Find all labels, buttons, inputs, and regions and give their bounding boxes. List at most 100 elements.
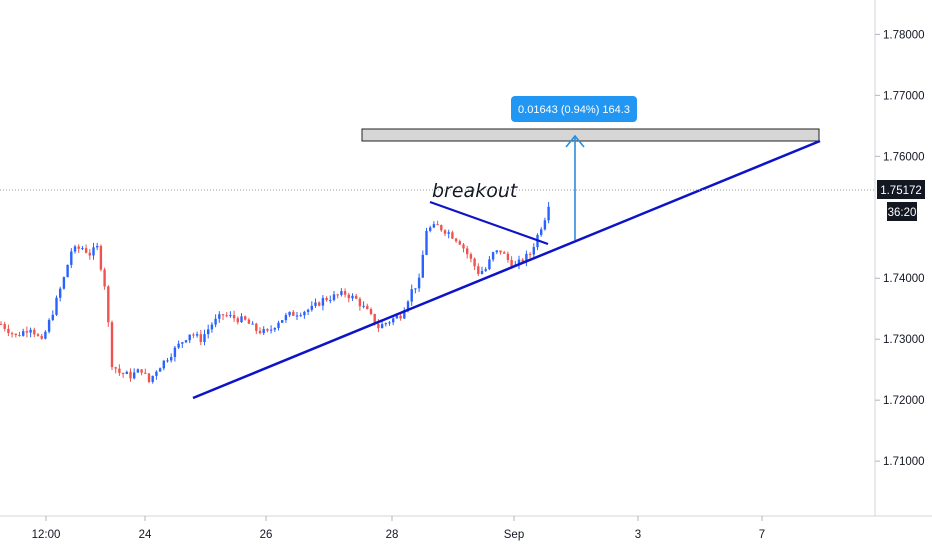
candle-body <box>521 259 524 262</box>
candle-body <box>121 373 125 375</box>
last-price-tag[interactable]: 1.75172 36:20 <box>877 180 925 221</box>
candles <box>0 202 550 384</box>
candle-body <box>110 322 114 368</box>
candle-body <box>421 254 424 278</box>
candle-body <box>258 330 262 334</box>
candle-body <box>358 298 362 307</box>
x-tick-label: 26 <box>260 529 273 541</box>
candle-body <box>318 302 321 306</box>
candle-body <box>214 318 217 325</box>
candle-body <box>306 309 310 312</box>
y-tick-label: 1.78000 <box>883 29 925 41</box>
last-price-value: 1.75172 <box>880 185 922 197</box>
resistance-zone[interactable] <box>361 128 820 142</box>
candle-body <box>347 294 350 299</box>
candle-body <box>99 245 103 270</box>
candle-body <box>218 314 221 319</box>
candle-body <box>25 331 29 333</box>
candle-body <box>380 324 384 329</box>
candle-body <box>129 371 132 379</box>
y-tick-label: 1.71000 <box>883 456 925 468</box>
candle-body <box>262 329 265 334</box>
candle-body <box>73 246 77 252</box>
candle-body <box>462 244 465 249</box>
candle-body <box>525 253 528 262</box>
candle-body <box>107 286 110 323</box>
candle-body <box>188 334 191 341</box>
candle-body <box>355 295 358 299</box>
flag-upper-trendline[interactable] <box>429 200 549 246</box>
candle-body <box>503 252 506 254</box>
candle-body <box>207 329 210 335</box>
candle-body <box>343 291 347 295</box>
candle-body <box>499 250 502 253</box>
measure-label[interactable]: 0.01643 (0.94%) 164.3 <box>511 96 637 122</box>
x-tick-label: 7 <box>759 529 765 541</box>
candle-body <box>114 367 117 369</box>
candle-body <box>225 315 228 317</box>
candle-body <box>377 323 380 329</box>
candle-body <box>147 373 151 382</box>
candle-body <box>351 295 354 299</box>
candle-body <box>362 305 365 307</box>
candle-body <box>395 315 399 319</box>
measure-arrow-head <box>565 134 585 148</box>
candle-body <box>299 315 302 317</box>
candle-body <box>236 318 239 323</box>
candle-body <box>373 314 376 324</box>
candle-body <box>292 311 295 316</box>
y-tick-label: 1.72000 <box>883 395 925 407</box>
candle-body <box>366 305 369 310</box>
y-axis-ticks[interactable]: 1.78000 1.77000 1.76000 1.74000 1.73000 1.720… <box>875 29 925 468</box>
candle-body <box>199 334 202 342</box>
candle-body <box>399 315 402 319</box>
candle-body <box>240 316 243 323</box>
measure-label-text: 0.01643 (0.94%) 164.3 <box>518 104 630 116</box>
candle-body <box>466 248 469 255</box>
candle-body <box>47 319 51 332</box>
candle-body <box>332 294 336 301</box>
candle-body <box>232 315 236 319</box>
candle-body <box>310 305 313 310</box>
candle-body <box>166 360 169 362</box>
candle-body <box>144 372 147 374</box>
candle-body <box>81 248 84 250</box>
candle-body <box>66 264 69 278</box>
candle-body <box>7 328 10 334</box>
candle-body <box>229 315 232 317</box>
ascending-trendline[interactable] <box>192 139 821 400</box>
candle-body <box>506 253 510 260</box>
candle-body <box>436 224 439 226</box>
candle-body <box>158 368 162 372</box>
candle-body <box>369 309 373 315</box>
breakout-annotation[interactable]: breakout <box>432 180 519 202</box>
candle-body <box>192 334 195 336</box>
y-tick-label: 1.77000 <box>883 90 925 102</box>
candle-body <box>277 322 280 329</box>
candle-body <box>221 314 225 316</box>
candle-body <box>88 252 91 256</box>
candle-body <box>22 331 25 336</box>
candle-body <box>281 320 284 323</box>
candle-body <box>0 323 3 325</box>
x-tick-label: 24 <box>139 529 152 541</box>
candle-body <box>540 229 543 235</box>
candle-body <box>51 314 54 320</box>
candle-body <box>329 300 332 302</box>
candle-body <box>269 329 273 331</box>
candle-body <box>136 369 140 373</box>
candle-body <box>340 291 343 295</box>
candle-body <box>14 333 17 336</box>
candle-body <box>495 250 498 253</box>
candle-body <box>414 288 417 290</box>
candle-body <box>36 334 40 336</box>
candle-body <box>55 297 58 315</box>
candle-body <box>443 230 447 234</box>
candle-body <box>151 375 154 382</box>
candle-body <box>543 220 547 230</box>
candle-body <box>284 315 288 321</box>
x-axis-ticks[interactable]: 12:00 24 26 28 Sep 3 7 <box>32 516 766 541</box>
candle-body <box>18 335 21 337</box>
candle-body <box>480 270 484 274</box>
